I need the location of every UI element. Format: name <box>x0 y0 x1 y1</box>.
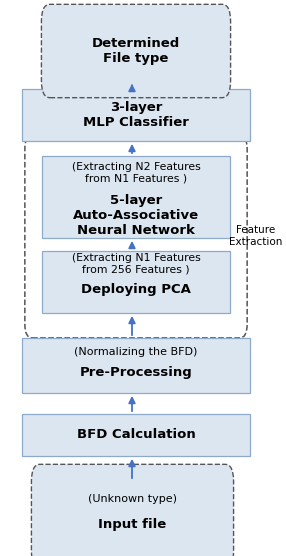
Text: (Extracting N2 Features
from N1 Features ): (Extracting N2 Features from N1 Features… <box>72 162 200 183</box>
FancyBboxPatch shape <box>22 89 250 141</box>
FancyBboxPatch shape <box>31 464 234 556</box>
Text: Determined
File type: Determined File type <box>92 37 180 65</box>
FancyBboxPatch shape <box>22 414 250 456</box>
FancyBboxPatch shape <box>42 156 230 238</box>
Text: (Normalizing the BFD): (Normalizing the BFD) <box>74 347 198 357</box>
Text: BFD Calculation: BFD Calculation <box>77 429 195 441</box>
Text: (Extracting N1 Features
from 256 Features ): (Extracting N1 Features from 256 Feature… <box>72 252 200 274</box>
Text: Deploying PCA: Deploying PCA <box>81 283 191 296</box>
Text: 5-layer
Auto-Associative
Neural Network: 5-layer Auto-Associative Neural Network <box>73 193 199 236</box>
Text: 3-layer
MLP Classifier: 3-layer MLP Classifier <box>83 101 189 129</box>
FancyBboxPatch shape <box>42 251 230 313</box>
Text: Feature
Extraction: Feature Extraction <box>229 225 283 247</box>
Text: (Unknown type): (Unknown type) <box>88 494 177 504</box>
Text: Input file: Input file <box>98 518 167 531</box>
FancyBboxPatch shape <box>22 338 250 393</box>
Text: Pre-Processing: Pre-Processing <box>80 366 192 379</box>
FancyBboxPatch shape <box>41 4 231 98</box>
